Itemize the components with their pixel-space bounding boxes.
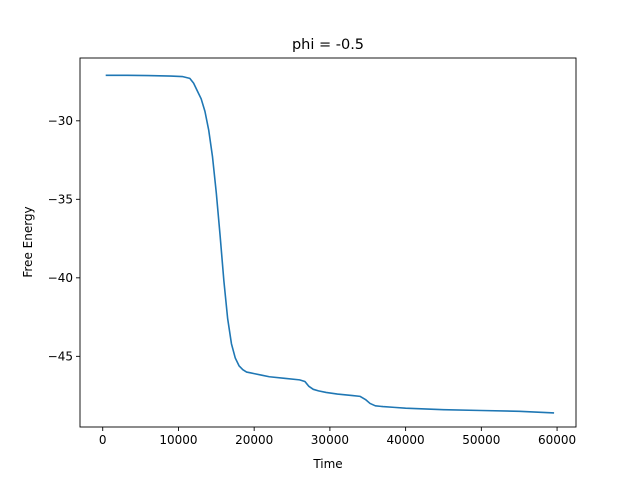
x-tick-label: 0 [99, 433, 107, 447]
series-layer [105, 74, 555, 414]
x-tick-label: 10000 [159, 433, 197, 447]
chart-title: phi = -0.5 [292, 37, 364, 53]
y-tick-label: −35 [48, 192, 73, 206]
plot-frame [79, 57, 577, 428]
x-tick-label: 40000 [387, 433, 425, 447]
y-axis-ticks: −30 −35 −40 −45 [48, 114, 80, 363]
x-axis-label: Time [312, 457, 342, 471]
y-tick-label: −45 [48, 349, 73, 363]
y-tick-label: −40 [48, 271, 73, 285]
y-tick-label: −30 [48, 114, 73, 128]
x-tick-label: 60000 [538, 433, 576, 447]
x-tick-label: 50000 [462, 433, 500, 447]
x-tick-label: 20000 [235, 433, 273, 447]
x-axis-ticks: 0 10000 20000 30000 40000 50000 60000 [99, 427, 576, 447]
plot-area [79, 57, 577, 428]
y-axis-label: Free Energy [21, 206, 35, 277]
series-line-0 [105, 74, 555, 414]
x-tick-label: 30000 [311, 433, 349, 447]
